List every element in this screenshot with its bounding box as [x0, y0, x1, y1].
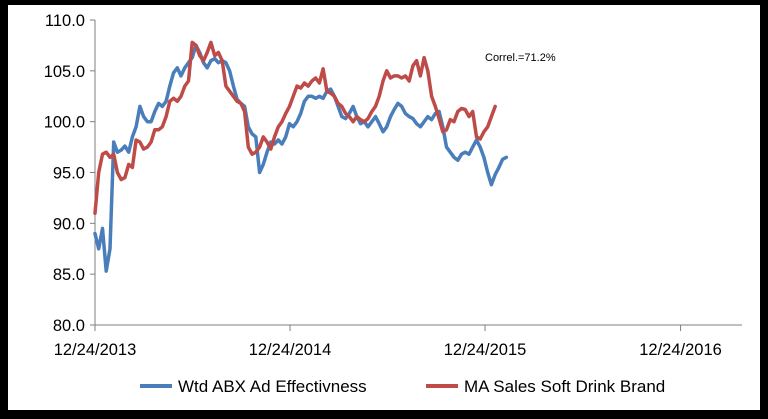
y-axis: 80.0 85.0 90.0 95.0 100.0 105.0 110.0: [44, 12, 96, 335]
x-tick-label: 12/24/2013: [54, 341, 137, 359]
x-tick-label: 12/24/2015: [444, 341, 527, 359]
y-tick-label: 100.0: [44, 114, 85, 132]
legend-label-1: MA Sales Soft Drink Brand: [464, 377, 665, 396]
y-tick-label: 80.0: [53, 317, 85, 335]
x-tick-label: 12/24/2014: [249, 341, 332, 359]
series-line-0: [93, 43, 509, 273]
y-tick-label: 105.0: [44, 63, 85, 81]
chart-frame: 80.0 85.0 90.0 95.0 100.0 105.0 110.0 12/24/20…: [8, 5, 760, 410]
y-tick-label: 95.0: [53, 165, 85, 183]
y-tick-label: 110.0: [45, 12, 85, 30]
series-lines: [93, 40, 509, 273]
line-chart: 80.0 85.0 90.0 95.0 100.0 105.0 110.0 12/24/20…: [44, 12, 742, 396]
y-tick-label: 90.0: [53, 215, 85, 233]
legend: Wtd ABX Ad Effectivness MA Sales Soft Dri…: [140, 377, 665, 396]
y-tick-label: 85.0: [53, 266, 85, 284]
series-line-1: [93, 40, 497, 215]
x-tick-label: 12/24/2016: [639, 341, 722, 359]
legend-label-0: Wtd ABX Ad Effectivness: [178, 377, 367, 396]
correlation-annotation: Correl.=71.2%: [485, 52, 556, 64]
x-axis: 12/24/2013 12/24/2014 12/24/2015 12/24/2016: [54, 324, 742, 359]
